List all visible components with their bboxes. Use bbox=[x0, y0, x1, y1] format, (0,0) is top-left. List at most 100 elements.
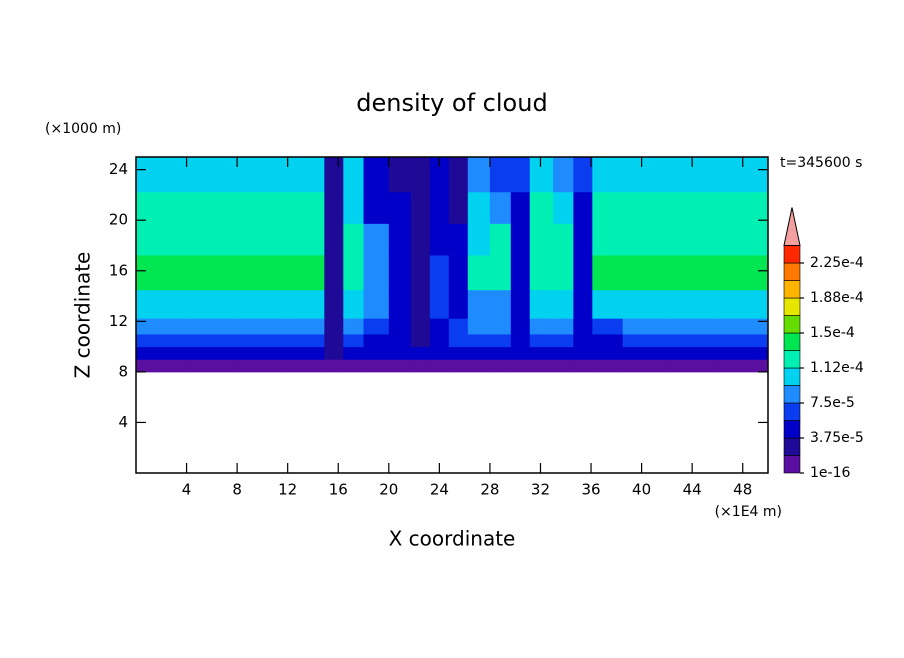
contour-cell bbox=[622, 223, 668, 256]
contour-cell bbox=[448, 191, 469, 224]
colorbar-tick-label: 1e-16 bbox=[810, 465, 850, 481]
contour-cell bbox=[410, 157, 431, 193]
contour-cell bbox=[186, 359, 238, 373]
contour-cell bbox=[237, 359, 289, 373]
contour-cell bbox=[324, 289, 344, 319]
contour-cell bbox=[343, 359, 365, 373]
contour-cell bbox=[237, 346, 289, 360]
contour-cell bbox=[363, 254, 390, 291]
contour-cell bbox=[467, 333, 491, 348]
contour-cell bbox=[324, 359, 344, 373]
contour-cell bbox=[510, 157, 531, 193]
contour-cell bbox=[324, 346, 344, 360]
contour-cell bbox=[410, 318, 431, 335]
contour-cell bbox=[666, 223, 718, 256]
contour-cell bbox=[573, 359, 593, 373]
contour-cell bbox=[666, 254, 718, 291]
contour-cell bbox=[510, 333, 531, 348]
contour-cell bbox=[429, 346, 450, 360]
contour-cell bbox=[324, 333, 344, 348]
contour-cell bbox=[287, 289, 325, 319]
x-tick-label: 32 bbox=[531, 481, 550, 499]
contour-cell bbox=[343, 223, 365, 256]
colorbar-band bbox=[783, 315, 801, 334]
contour-cell bbox=[388, 254, 412, 291]
annotation: t=345600 s bbox=[780, 155, 862, 171]
contour-cell bbox=[363, 359, 390, 373]
colorbar-band bbox=[783, 297, 801, 316]
x-tick-label: 12 bbox=[278, 481, 297, 499]
contour-cell bbox=[592, 333, 624, 348]
contour-cell bbox=[448, 254, 469, 291]
contour-cell bbox=[489, 318, 512, 335]
contour-cell bbox=[622, 333, 668, 348]
contour-field bbox=[136, 157, 769, 373]
contour-cell bbox=[592, 157, 624, 193]
colorbar-band bbox=[783, 262, 801, 281]
contour-cell bbox=[186, 157, 238, 193]
contour-cell bbox=[287, 254, 325, 291]
contour-cell bbox=[529, 359, 554, 373]
contour-cell bbox=[136, 359, 188, 373]
colorbar-band bbox=[783, 332, 801, 351]
y-tick-label: 20 bbox=[109, 211, 128, 229]
contour-cell bbox=[363, 157, 390, 193]
contour-cell bbox=[467, 359, 491, 373]
x-tick-label: 40 bbox=[632, 481, 651, 499]
contour-cell bbox=[467, 254, 491, 291]
contour-cell bbox=[410, 191, 431, 224]
contour-cell bbox=[388, 191, 412, 224]
contour-cell bbox=[429, 333, 450, 348]
contour-cell bbox=[529, 191, 554, 224]
contour-cell bbox=[287, 359, 325, 373]
y-tick-label: 12 bbox=[109, 312, 128, 330]
contour-cell bbox=[287, 191, 325, 224]
contour-cell bbox=[388, 289, 412, 319]
x-tick-label: 8 bbox=[232, 481, 242, 499]
contour-cell bbox=[410, 223, 431, 256]
contour-cell bbox=[510, 346, 531, 360]
contour-cell bbox=[666, 191, 718, 224]
contour-cell bbox=[237, 191, 289, 224]
contour-cell bbox=[448, 157, 469, 193]
contour-cell bbox=[666, 289, 718, 319]
contour-cell bbox=[136, 318, 188, 335]
contour-cell bbox=[287, 223, 325, 256]
contour-cell bbox=[622, 359, 668, 373]
contour-cell bbox=[717, 289, 769, 319]
colorbar: 1e-16 3.75e-5 7.5e-5 1.12e-4 1.5e-4 1.88e-4 2.… bbox=[783, 207, 864, 481]
contour-cell bbox=[343, 333, 365, 348]
contour-cell bbox=[717, 346, 769, 360]
contour-cell bbox=[410, 346, 431, 360]
colorbar-band bbox=[783, 350, 801, 369]
contour-cell bbox=[429, 157, 450, 193]
contour-cell bbox=[343, 254, 365, 291]
x-tick-label: 36 bbox=[581, 481, 600, 499]
contour-cell bbox=[553, 191, 574, 224]
contour-cell bbox=[553, 289, 574, 319]
contour-cell bbox=[573, 157, 593, 193]
colorbar-band bbox=[783, 402, 801, 421]
contour-cell bbox=[622, 289, 668, 319]
y-axis-title: Z coordinate bbox=[71, 252, 95, 379]
contour-cell bbox=[429, 318, 450, 335]
contour-cell bbox=[510, 289, 531, 319]
colorbar-tick-label: 2.25e-4 bbox=[810, 255, 864, 271]
contour-cell bbox=[136, 333, 188, 348]
contour-cell bbox=[363, 333, 390, 348]
contour-cell bbox=[553, 157, 574, 193]
x-unit: (×1E4 m) bbox=[715, 504, 782, 520]
contour-cell bbox=[622, 318, 668, 335]
contour-cell bbox=[510, 254, 531, 291]
contour-cell bbox=[363, 191, 390, 224]
contour-cell bbox=[467, 346, 491, 360]
contour-cell bbox=[237, 333, 289, 348]
x-tick-label: 48 bbox=[733, 481, 752, 499]
contour-cell bbox=[529, 254, 554, 291]
contour-cell bbox=[363, 318, 390, 335]
contour-cell bbox=[186, 191, 238, 224]
contour-cell bbox=[592, 359, 624, 373]
contour-cell bbox=[186, 254, 238, 291]
contour-cell bbox=[186, 223, 238, 256]
